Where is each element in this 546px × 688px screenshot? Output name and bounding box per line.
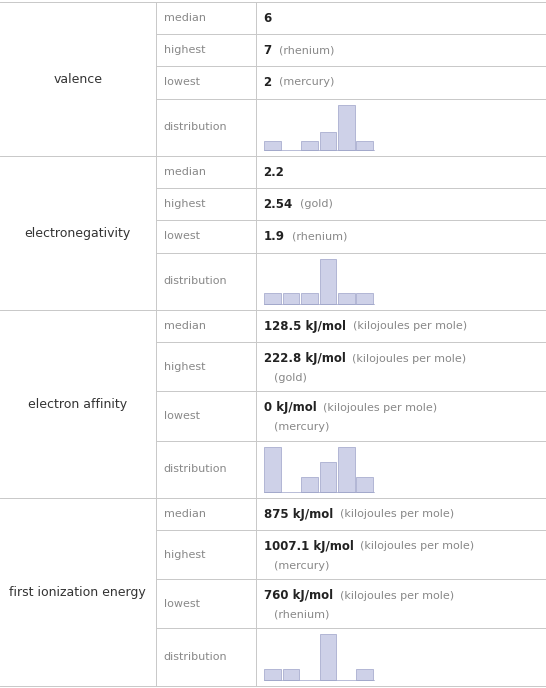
Bar <box>264 293 281 304</box>
Text: 7: 7 <box>264 44 272 56</box>
Text: (mercury): (mercury) <box>274 422 329 432</box>
Text: 222.8 kJ/mol: 222.8 kJ/mol <box>264 352 346 365</box>
Text: 1.9: 1.9 <box>264 230 284 243</box>
Bar <box>319 132 336 150</box>
Bar <box>301 477 318 492</box>
Bar <box>357 669 373 680</box>
Bar <box>319 462 336 492</box>
Text: highest: highest <box>164 45 205 55</box>
Text: median: median <box>164 509 206 519</box>
Text: (rhenium): (rhenium) <box>272 45 334 55</box>
Text: (kilojoules per mole): (kilojoules per mole) <box>353 541 474 552</box>
Text: lowest: lowest <box>164 599 200 609</box>
Text: 2: 2 <box>264 76 272 89</box>
Text: (kilojoules per mole): (kilojoules per mole) <box>346 354 466 363</box>
Bar <box>357 141 373 150</box>
Bar <box>338 293 354 304</box>
Text: 0 kJ/mol: 0 kJ/mol <box>264 401 316 414</box>
Text: median: median <box>164 13 206 23</box>
Text: 760 kJ/mol: 760 kJ/mol <box>264 589 333 602</box>
Bar <box>264 447 281 492</box>
Text: 2.54: 2.54 <box>264 198 293 211</box>
Bar <box>301 293 318 304</box>
Bar <box>264 669 281 680</box>
Bar <box>338 105 354 150</box>
Text: (kilojoules per mole): (kilojoules per mole) <box>316 402 437 413</box>
Text: median: median <box>164 321 206 331</box>
Text: (mercury): (mercury) <box>274 561 329 570</box>
Text: distribution: distribution <box>164 122 227 132</box>
Text: median: median <box>164 167 206 177</box>
Text: lowest: lowest <box>164 411 200 421</box>
Text: distribution: distribution <box>164 652 227 663</box>
Text: 6: 6 <box>264 12 272 25</box>
Text: (gold): (gold) <box>274 373 306 383</box>
Text: lowest: lowest <box>164 78 200 87</box>
Text: distribution: distribution <box>164 464 227 474</box>
Text: 1007.1 kJ/mol: 1007.1 kJ/mol <box>264 540 353 553</box>
Text: (kilojoules per mole): (kilojoules per mole) <box>333 590 454 601</box>
Text: (gold): (gold) <box>293 200 333 209</box>
Text: lowest: lowest <box>164 231 200 241</box>
Text: first ionization energy: first ionization energy <box>9 585 146 599</box>
Text: electronegativity: electronegativity <box>25 226 131 239</box>
Text: 875 kJ/mol: 875 kJ/mol <box>264 508 333 521</box>
Bar <box>283 669 299 680</box>
Text: highest: highest <box>164 550 205 560</box>
Text: electron affinity: electron affinity <box>28 398 127 411</box>
Bar <box>283 293 299 304</box>
Text: (kilojoules per mole): (kilojoules per mole) <box>333 509 454 519</box>
Text: valence: valence <box>54 72 102 85</box>
Text: (rhenium): (rhenium) <box>274 610 329 620</box>
Text: (rhenium): (rhenium) <box>284 231 347 241</box>
Bar <box>319 634 336 680</box>
Bar <box>264 141 281 150</box>
Text: distribution: distribution <box>164 277 227 286</box>
Text: 128.5 kJ/mol: 128.5 kJ/mol <box>264 320 346 333</box>
Text: highest: highest <box>164 200 205 209</box>
Text: (mercury): (mercury) <box>272 78 334 87</box>
Bar <box>357 293 373 304</box>
Bar <box>301 141 318 150</box>
Bar <box>319 259 336 304</box>
Bar <box>357 477 373 492</box>
Text: (kilojoules per mole): (kilojoules per mole) <box>346 321 467 331</box>
Bar <box>338 447 354 492</box>
Text: 2.2: 2.2 <box>264 166 284 179</box>
Text: highest: highest <box>164 362 205 372</box>
